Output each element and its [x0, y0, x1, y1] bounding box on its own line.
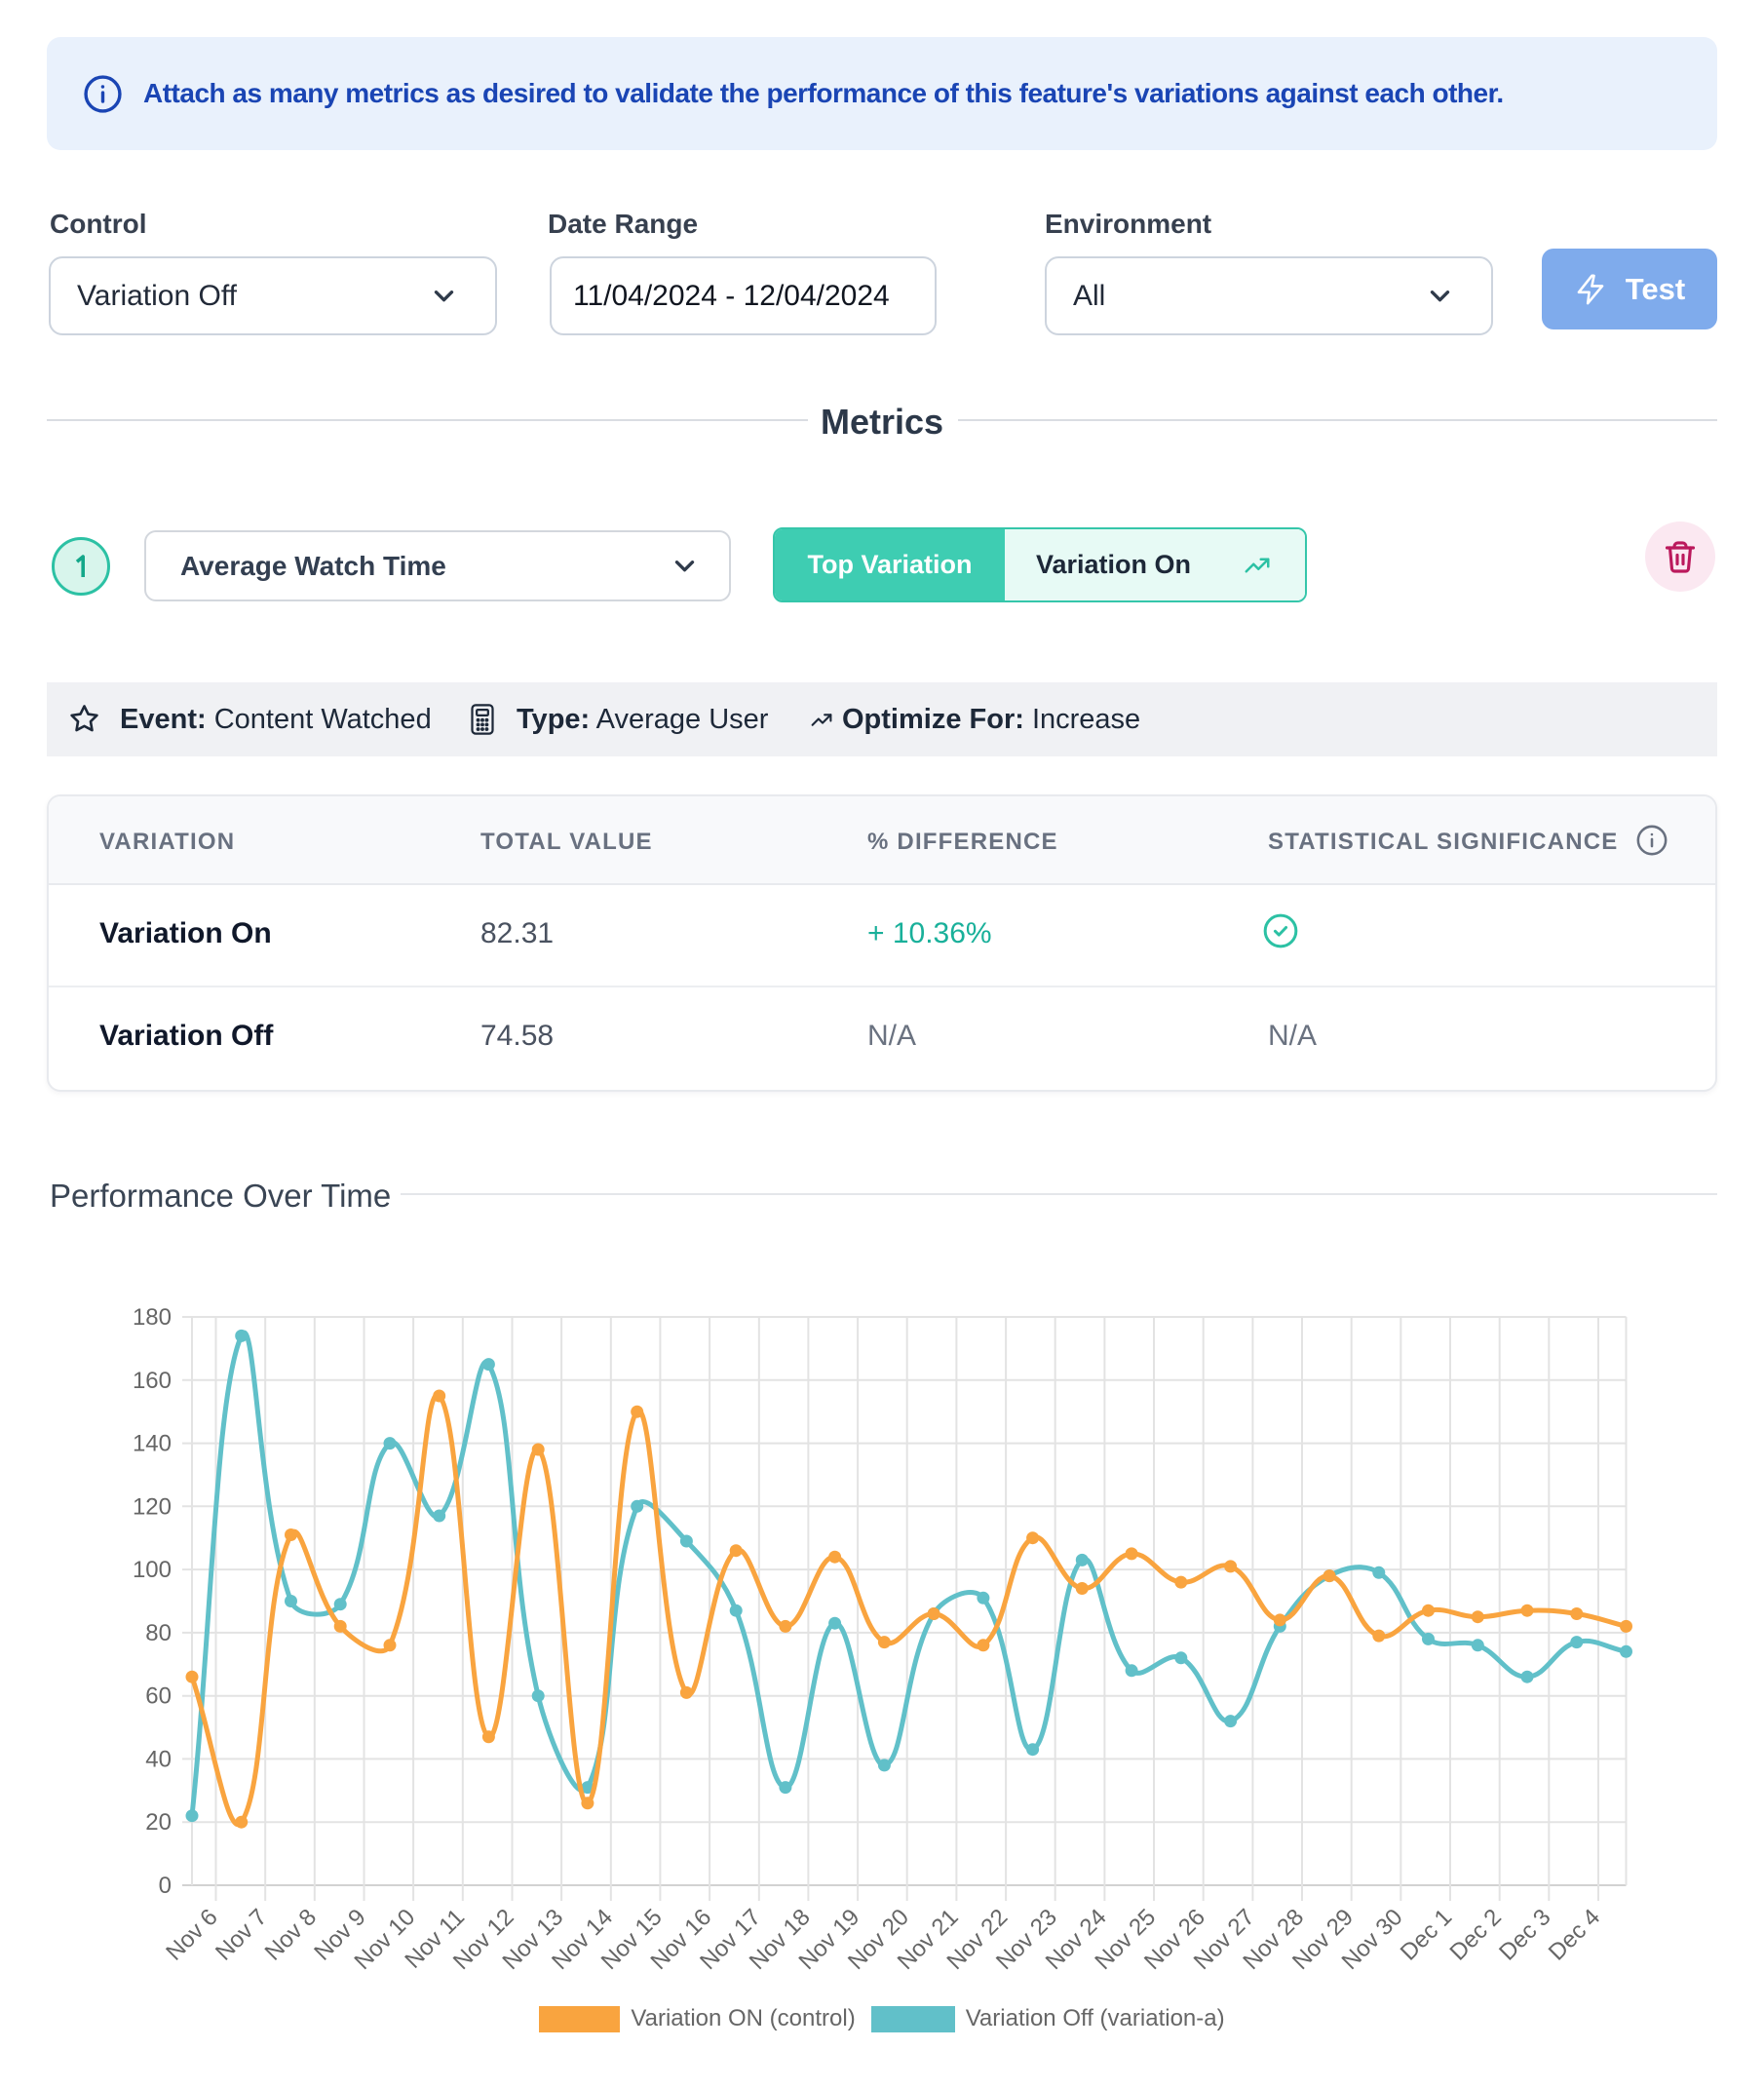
svg-text:160: 160 — [133, 1368, 172, 1394]
svg-text:Nov 6: Nov 6 — [161, 1904, 222, 1965]
svg-text:80: 80 — [145, 1620, 172, 1646]
svg-text:40: 40 — [145, 1746, 172, 1772]
svg-text:Nov 8: Nov 8 — [260, 1904, 322, 1965]
svg-text:Dec 4: Dec 4 — [1544, 1904, 1605, 1965]
svg-text:60: 60 — [145, 1683, 172, 1710]
svg-text:140: 140 — [133, 1431, 172, 1457]
svg-text:Dec 2: Dec 2 — [1445, 1904, 1507, 1965]
svg-text:Dec 3: Dec 3 — [1494, 1904, 1555, 1965]
svg-text:0: 0 — [159, 1873, 172, 1899]
svg-text:120: 120 — [133, 1493, 172, 1520]
svg-text:100: 100 — [133, 1557, 172, 1583]
svg-text:20: 20 — [145, 1809, 172, 1836]
svg-text:Nov 7: Nov 7 — [211, 1904, 272, 1965]
svg-text:180: 180 — [133, 1304, 172, 1331]
svg-text:Dec 1: Dec 1 — [1396, 1904, 1457, 1965]
